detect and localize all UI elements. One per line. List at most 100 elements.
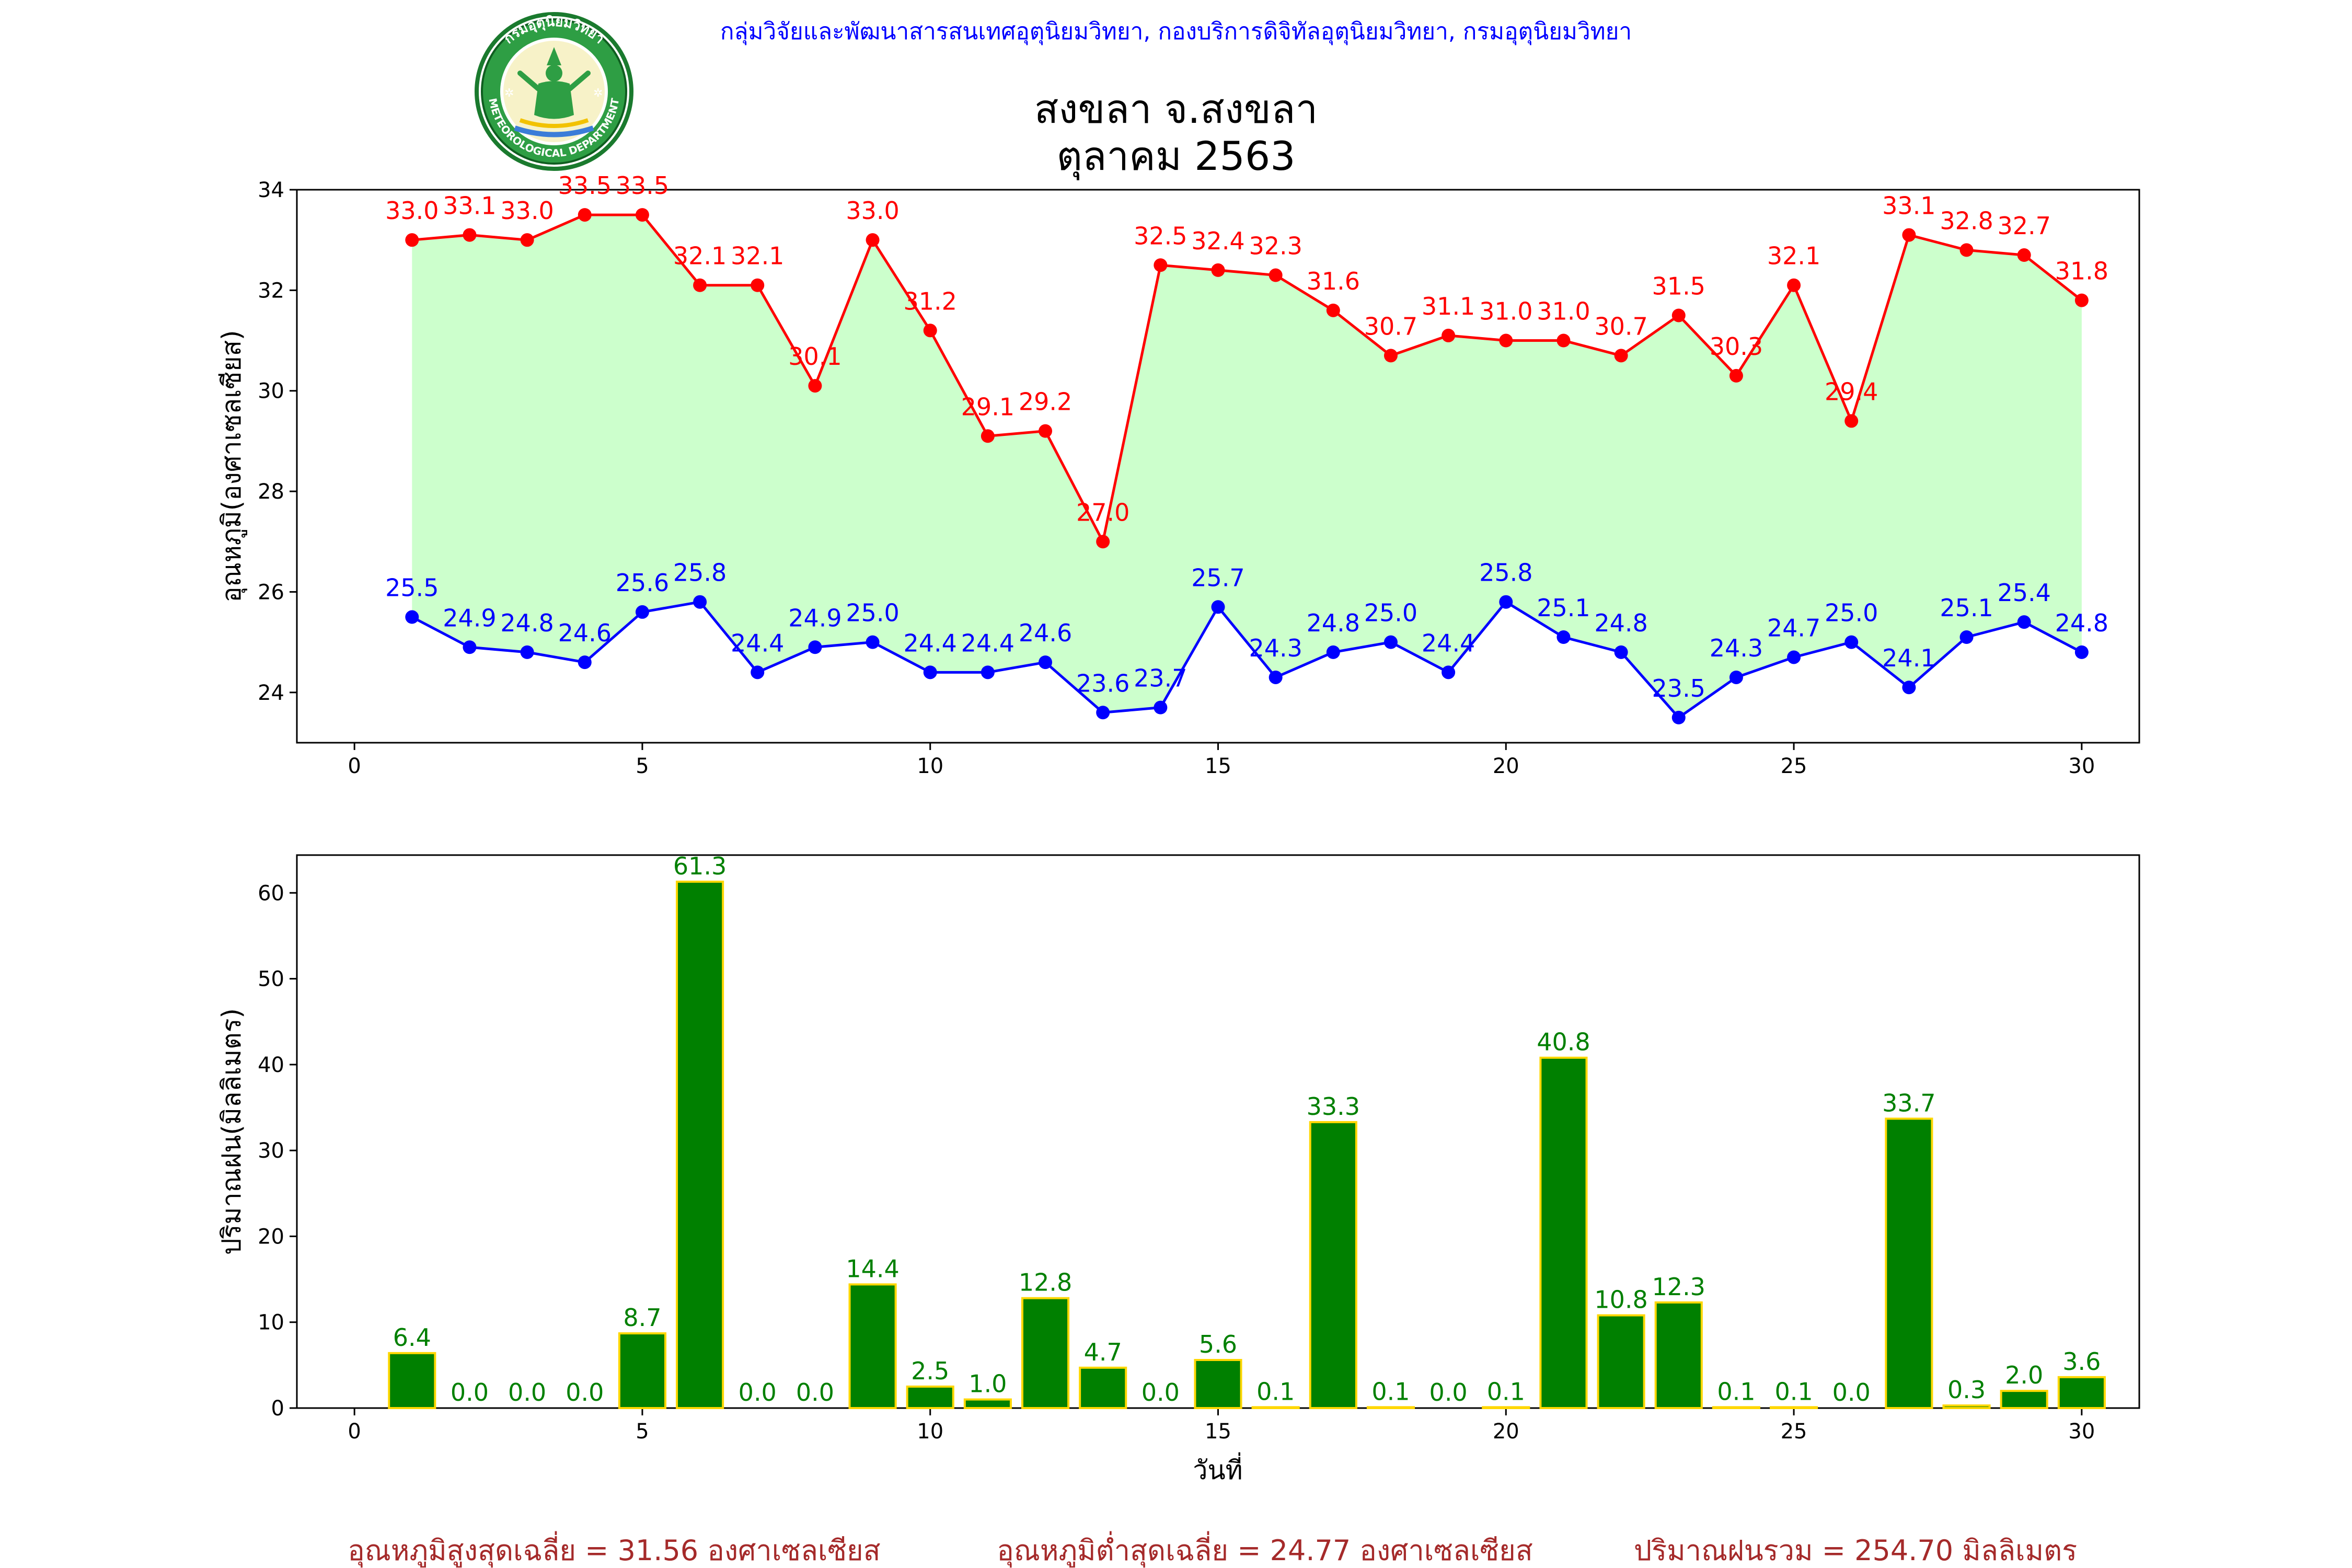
temperature-max-value-label: 32.1 [1767, 242, 1820, 270]
svg-text:✲: ✲ [593, 87, 603, 100]
temperature-max-point [578, 208, 592, 222]
rainfall-bar [1309, 1121, 1357, 1409]
rainfall-x-tick-label: 15 [1205, 1420, 1231, 1444]
rainfall-value-label: 61.3 [673, 852, 727, 880]
rainfall-value-label: 0.1 [1256, 1377, 1295, 1405]
temperature-min-value-label: 24.9 [443, 604, 496, 632]
temperature-max-value-label: 31.6 [1307, 267, 1360, 295]
temperature-min-value-label: 24.8 [1307, 609, 1360, 637]
temperature-y-tick-label: 26 [258, 580, 284, 604]
rainfall-y-tick-label: 60 [258, 881, 284, 905]
rainfall-value-label: 0.0 [1832, 1378, 1871, 1406]
rainfall-bar [676, 880, 724, 1409]
rainfall-value-label: 0.1 [1487, 1377, 1525, 1405]
temperature-min-point [1614, 645, 1628, 659]
temperature-y-axis-label: อุณหภูมิ(องศาเซลเซียส) [216, 330, 247, 602]
rainfall-y-tick-label: 50 [258, 967, 284, 991]
temperature-min-value-label: 25.5 [385, 574, 439, 602]
temperature-max-value-label: 30.7 [1594, 312, 1647, 340]
footer-average-min-temperature: อุณหภูมิต่ำสุดเฉลี่ย = 24.77 องศาเซลเซีย… [997, 1531, 1532, 1568]
rainfall-chart: 0 5 10 15 20 25 30 0 10 20 30 40 50 60 6.4 0.0 0.0 0.0 8.… [216, 852, 2140, 1485]
temperature-max-point [2017, 248, 2031, 262]
rainfall-value-label: 40.8 [1537, 1028, 1590, 1056]
temperature-max-point [405, 233, 419, 247]
temperature-x-tick-label: 20 [1493, 754, 1519, 778]
rainfall-value-label: 12.3 [1652, 1273, 1705, 1301]
rainfall-value-label: 0.0 [508, 1378, 546, 1406]
rainfall-value-label: 0.0 [796, 1378, 834, 1406]
temperature-min-point [2074, 645, 2089, 659]
temperature-min-value-label: 25.1 [1940, 594, 1993, 622]
rainfall-value-label: 0.0 [566, 1378, 604, 1406]
temperature-max-value-label: 32.3 [1249, 232, 1302, 260]
rainfall-y-tick-label: 0 [271, 1397, 284, 1421]
rainfall-value-label: 5.6 [1199, 1330, 1237, 1358]
temperature-max-value-label: 32.1 [673, 242, 727, 270]
temperature-min-value-label: 24.4 [731, 629, 784, 657]
temperature-min-value-label: 25.4 [1997, 579, 2050, 607]
temperature-min-value-label: 24.6 [1019, 619, 1072, 647]
temperature-min-value-label: 25.7 [1191, 563, 1244, 592]
rainfall-y-axis-label: ปริมาณฝน(มิลลิเมตร) [216, 1008, 247, 1255]
temperature-x-tick-label: 10 [917, 754, 943, 778]
temperature-max-value-label: 33.5 [616, 171, 669, 200]
rainfall-bar [963, 1398, 1012, 1410]
temperature-x-tick-label: 5 [636, 754, 649, 778]
temperature-min-point [1154, 700, 1168, 714]
rainfall-bar [1539, 1056, 1588, 1409]
temperature-min-value-label: 24.8 [2055, 609, 2108, 637]
temperature-min-value-label: 24.4 [961, 629, 1014, 657]
rainfall-bar [848, 1283, 897, 1409]
rainfall-bar [1597, 1314, 1645, 1410]
temperature-y-tick-label: 24 [258, 681, 284, 705]
temperature-min-value-label: 24.7 [1767, 614, 1820, 642]
temperature-max-value-label: 33.1 [443, 192, 496, 220]
temperature-min-point [463, 640, 477, 654]
temperature-min-value-label: 25.0 [846, 599, 899, 627]
temperature-min-point [866, 635, 880, 649]
temperature-max-point [1844, 414, 1859, 428]
temperature-max-point [808, 379, 822, 393]
rainfall-bar [2057, 1376, 2106, 1410]
rainfall-bar [388, 1352, 436, 1410]
temperature-min-point [981, 665, 995, 679]
temperature-y-tick-label: 30 [258, 379, 284, 403]
rainfall-value-label: 10.8 [1594, 1286, 1647, 1314]
rainfall-value-label: 0.0 [1142, 1378, 1180, 1406]
temperature-max-value-label: 33.0 [500, 197, 554, 225]
temperature-min-point [693, 595, 707, 609]
temperature-max-value-label: 32.4 [1191, 227, 1244, 255]
temperature-min-point [1442, 665, 1456, 679]
temperature-max-value-label: 31.2 [904, 287, 957, 315]
rainfall-y-tick-label: 30 [258, 1139, 284, 1163]
temperature-min-value-label: 24.6 [558, 619, 612, 647]
temperature-min-point [1959, 630, 1974, 644]
rainfall-value-label: 0.0 [1429, 1378, 1468, 1406]
temperature-max-point [1729, 368, 1743, 383]
temperature-min-point [1039, 655, 1053, 670]
temperature-min-point [1096, 706, 1110, 720]
temperature-min-value-label: 24.4 [1422, 629, 1475, 657]
temperature-max-value-label: 30.7 [1364, 312, 1417, 340]
temperature-max-point [751, 278, 765, 292]
temperature-max-point [1383, 349, 1398, 363]
temperature-max-point [981, 429, 995, 443]
rainfall-x-tick-label: 0 [348, 1420, 361, 1444]
temperature-min-value-label: 23.5 [1652, 674, 1705, 702]
rainfall-x-tick-label: 30 [2068, 1420, 2095, 1444]
temperature-x-tick-label: 15 [1205, 754, 1231, 778]
temperature-min-value-label: 25.8 [673, 559, 727, 587]
temperature-min-point [1211, 600, 1225, 614]
rainfall-bar [1770, 1406, 1818, 1410]
rainfall-value-label: 0.1 [1774, 1377, 1813, 1405]
rainfall-bar [1885, 1117, 1933, 1410]
temperature-min-point [1844, 635, 1859, 649]
rainfall-y-tick-label: 10 [258, 1311, 284, 1335]
temperature-min-value-label: 24.3 [1249, 634, 1302, 662]
temperature-min-value-label: 25.6 [616, 569, 669, 597]
temperature-max-point [1442, 328, 1456, 342]
temperature-max-point [635, 208, 649, 222]
temperature-min-point [520, 645, 534, 659]
rainfall-value-label: 4.7 [1084, 1338, 1122, 1366]
